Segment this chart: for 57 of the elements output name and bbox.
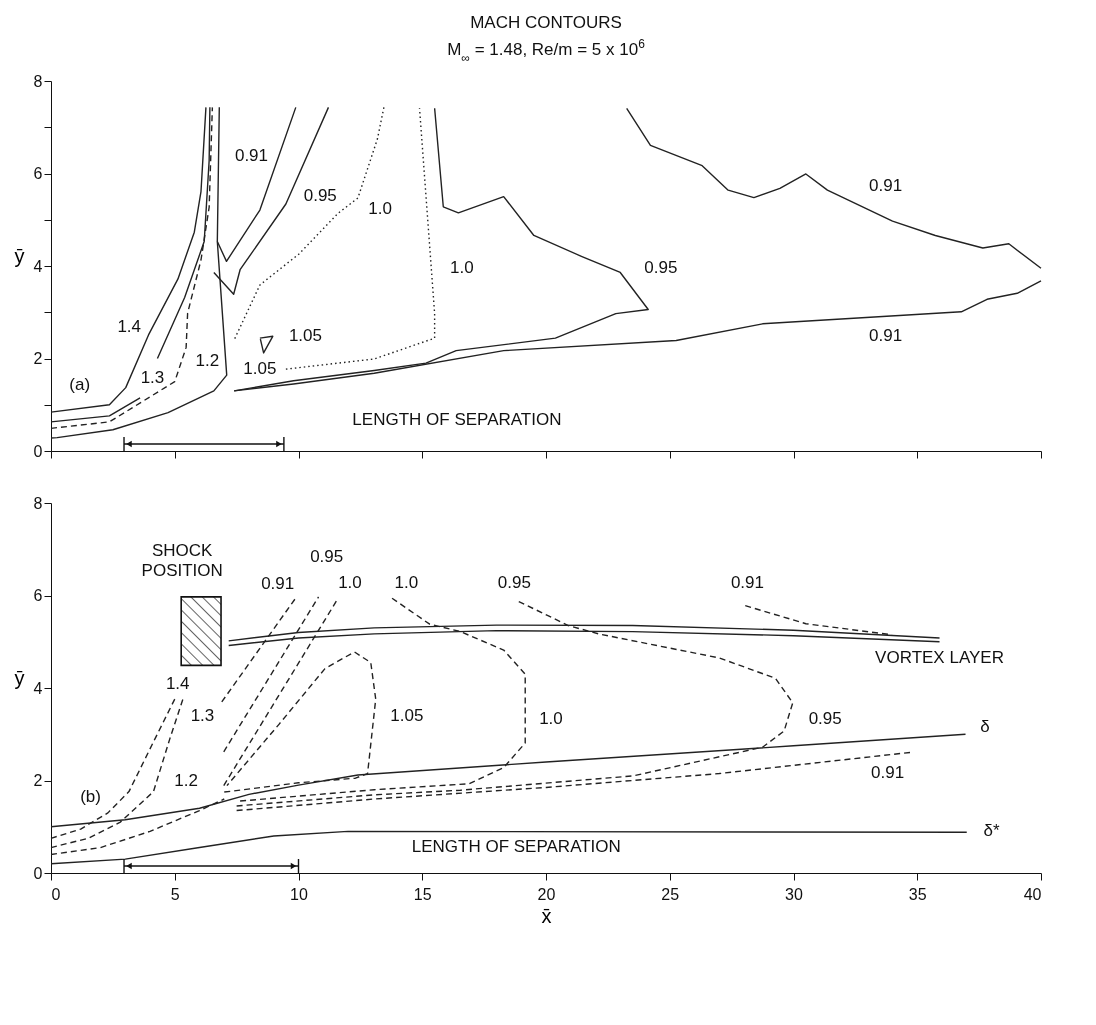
annotation: 0.95 (808, 709, 842, 729)
annotation: 1.2 (195, 351, 220, 371)
y-tick-label: 4 (33, 257, 43, 275)
annotation: 1.05 (243, 359, 277, 379)
x-tick-label: 10 (290, 885, 308, 903)
annotation: 1.4 (165, 673, 190, 693)
annotation: 0.91 (869, 176, 903, 196)
annotation: 1.0 (394, 572, 419, 592)
annotation: 0.91 (871, 763, 905, 783)
chart-title: MACH CONTOURS (470, 13, 622, 32)
annotation: 0.91 (261, 574, 295, 594)
x-tick-label: 25 (661, 885, 680, 903)
x-axis-title: x̄ (541, 904, 552, 927)
annotation: 0.91 (234, 145, 269, 165)
x-tick-label: 5 (170, 885, 180, 903)
x-tick-label: 15 (413, 885, 432, 903)
annotation: 1.05 (288, 326, 322, 346)
y-tick-label: 2 (33, 350, 43, 367)
annotation: 1.2 (174, 770, 198, 790)
annotation: 1.0 (338, 572, 362, 592)
y-tick-label: 8 (33, 494, 43, 512)
annotation: 0.95 (644, 258, 678, 278)
annotation: VORTEX LAYER (875, 648, 1004, 668)
y-tick-label: 8 (33, 72, 43, 90)
chart-subtitle: M$_{∞}$ = 1.48, Re/m = 5 x 10$^{6}$ (447, 37, 646, 65)
annotation: 0.95 (303, 186, 337, 206)
annotation: δ* (983, 821, 1000, 841)
annotation: SHOCK POSITION (141, 541, 223, 581)
y-tick-label: 0 (33, 864, 43, 882)
y-tick-label: 6 (33, 165, 43, 182)
y-tick-label: 0 (33, 442, 43, 460)
y-tick-label: 4 (33, 679, 43, 697)
annotation: 1.3 (190, 706, 215, 726)
annotation: δ (980, 716, 990, 736)
annotation: 1.05 (390, 706, 424, 726)
y-axis-title: ȳ (14, 666, 25, 689)
annotation: LENGTH OF SEPARATION (352, 409, 562, 429)
annotation: 1.0 (539, 709, 563, 729)
annotation: 1.0 (368, 198, 392, 218)
y-tick-label: 2 (33, 772, 43, 789)
x-tick-label: 35 (908, 885, 927, 903)
annotation: 0.95 (310, 546, 344, 566)
annotation: 1.0 (450, 258, 474, 278)
annotation: (a) (69, 374, 91, 394)
annotation: 0.91 (869, 326, 903, 346)
annotation: LENGTH OF SEPARATION (411, 837, 621, 857)
x-tick-label: 40 (1023, 885, 1042, 903)
annotation: 1.3 (140, 367, 165, 387)
y-axis-title: ȳ (14, 244, 25, 267)
annotation: 1.4 (117, 317, 142, 337)
annotation: 0.91 (730, 573, 765, 593)
x-tick-label: 30 (785, 885, 803, 903)
x-tick-label: 0 (51, 885, 61, 903)
annotation: 0.95 (497, 573, 531, 593)
y-tick-label: 6 (33, 587, 43, 604)
x-tick-label: 20 (537, 885, 556, 903)
annotation: (b) (80, 786, 101, 806)
